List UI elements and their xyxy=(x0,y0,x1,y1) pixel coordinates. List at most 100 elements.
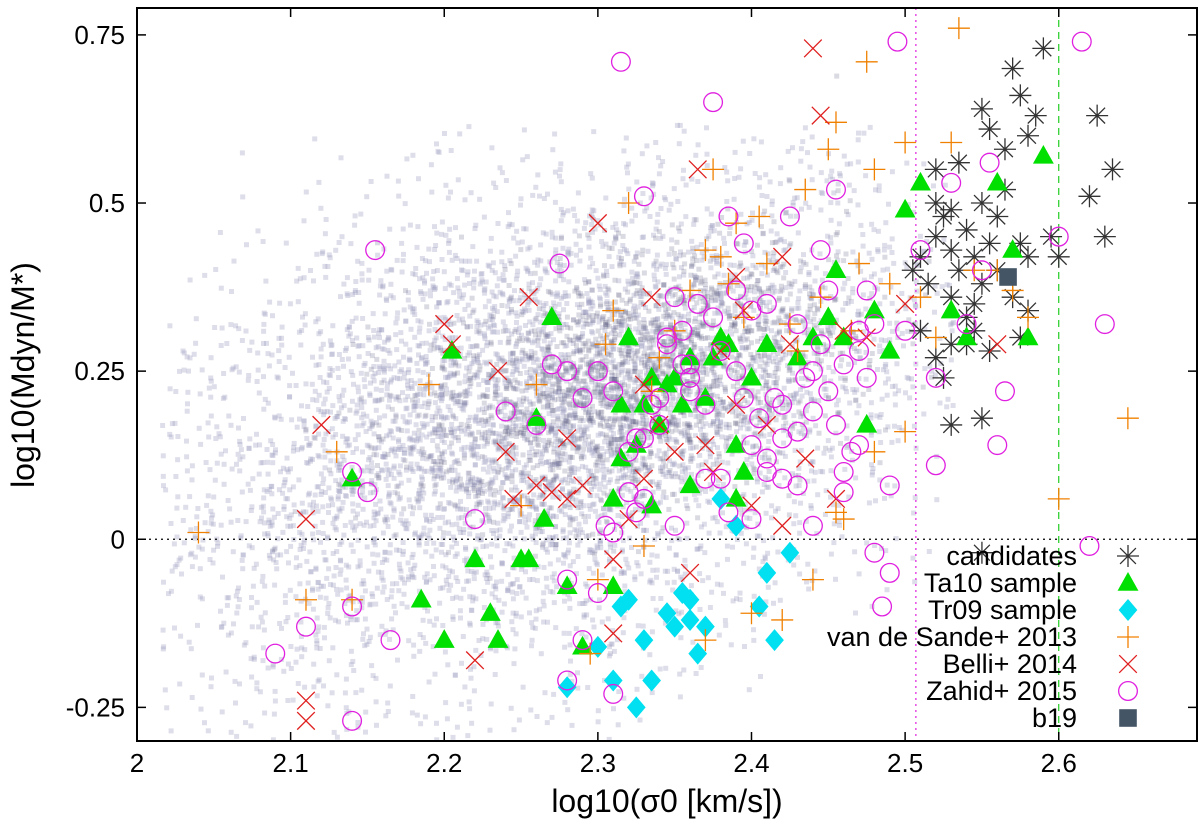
density-cell xyxy=(336,619,342,625)
density-cell xyxy=(608,507,614,513)
density-cell xyxy=(163,487,169,493)
density-cell xyxy=(842,280,848,286)
density-cell xyxy=(513,467,519,473)
density-cell xyxy=(581,503,587,509)
density-cell xyxy=(560,409,566,415)
density-cell xyxy=(317,375,323,380)
density-cell xyxy=(606,736,612,741)
density-cell xyxy=(686,382,692,387)
density-cell xyxy=(415,499,421,505)
density-cell xyxy=(554,451,560,457)
density-cell xyxy=(766,257,772,263)
density-cell xyxy=(707,500,712,505)
density-cell xyxy=(720,363,726,369)
density-cell xyxy=(233,593,239,599)
density-cell xyxy=(451,290,457,296)
density-cell xyxy=(359,478,365,484)
density-cell xyxy=(397,444,403,450)
density-cell xyxy=(500,518,506,524)
density-cell xyxy=(809,177,815,183)
density-cell xyxy=(322,490,328,495)
density-cell xyxy=(441,416,447,422)
density-cell xyxy=(305,404,311,409)
density-cell xyxy=(160,453,166,459)
density-cell xyxy=(567,596,573,602)
density-cell xyxy=(513,253,519,259)
density-cell xyxy=(264,447,270,452)
density-cell xyxy=(195,622,200,628)
density-cell xyxy=(429,189,435,195)
density-cell xyxy=(542,445,548,451)
density-cell xyxy=(365,335,371,340)
density-cell xyxy=(708,422,713,428)
density-cell xyxy=(718,303,724,309)
density-cell xyxy=(377,632,383,638)
density-cell xyxy=(455,177,461,183)
density-cell xyxy=(763,510,769,516)
density-cell xyxy=(593,560,599,566)
density-cell xyxy=(714,415,720,421)
density-cell xyxy=(675,536,681,542)
density-cell xyxy=(538,276,544,282)
density-cell xyxy=(681,667,687,673)
density-cell xyxy=(665,289,671,295)
density-cell xyxy=(477,394,483,400)
density-cell xyxy=(162,687,168,693)
density-cell xyxy=(406,638,412,644)
density-cell xyxy=(786,377,791,383)
density-cell xyxy=(564,390,570,396)
density-cell xyxy=(469,720,475,726)
density-cell xyxy=(617,416,623,422)
density-cell xyxy=(757,470,763,476)
density-cell xyxy=(481,378,487,383)
density-cell xyxy=(381,369,387,375)
density-cell xyxy=(751,637,757,643)
density-cell xyxy=(638,466,644,472)
density-cell xyxy=(576,532,582,538)
density-cell xyxy=(633,273,639,279)
density-cell xyxy=(160,473,166,479)
density-cell xyxy=(630,419,636,425)
density-cell xyxy=(398,568,404,574)
density-cell xyxy=(265,459,271,465)
density-cell xyxy=(270,442,276,447)
density-cell xyxy=(495,520,501,526)
density-cell xyxy=(501,449,507,455)
density-cell xyxy=(607,477,613,483)
density-cell xyxy=(377,292,383,298)
density-cell xyxy=(501,404,507,410)
density-cell xyxy=(443,232,449,238)
density-cell xyxy=(650,489,656,495)
density-cell xyxy=(173,474,179,479)
density-cell xyxy=(757,302,763,308)
density-cell xyxy=(432,488,438,494)
density-cell xyxy=(652,317,658,323)
density-cell xyxy=(771,284,777,290)
density-cell xyxy=(489,267,495,273)
density-cell xyxy=(714,457,720,463)
density-cell xyxy=(677,274,682,280)
density-cell xyxy=(630,312,636,318)
density-cell xyxy=(292,509,298,514)
density-cell xyxy=(507,221,513,227)
density-cell xyxy=(386,467,392,473)
density-cell xyxy=(921,161,927,167)
density-cell xyxy=(473,647,479,653)
density-cell xyxy=(476,499,482,505)
density-cell xyxy=(595,275,601,281)
density-cell xyxy=(184,438,189,444)
density-cell xyxy=(600,431,606,437)
density-cell xyxy=(907,395,913,401)
density-cell xyxy=(208,684,214,690)
density-cell xyxy=(671,566,677,572)
density-cell xyxy=(342,690,348,696)
density-cell xyxy=(567,489,573,495)
density-cell xyxy=(689,284,695,290)
density-cell xyxy=(714,291,720,297)
density-cell xyxy=(405,577,411,583)
density-cell xyxy=(680,462,686,468)
density-cell xyxy=(856,571,862,577)
density-cell xyxy=(535,371,541,377)
density-cell xyxy=(604,322,610,328)
density-cell xyxy=(634,686,640,692)
